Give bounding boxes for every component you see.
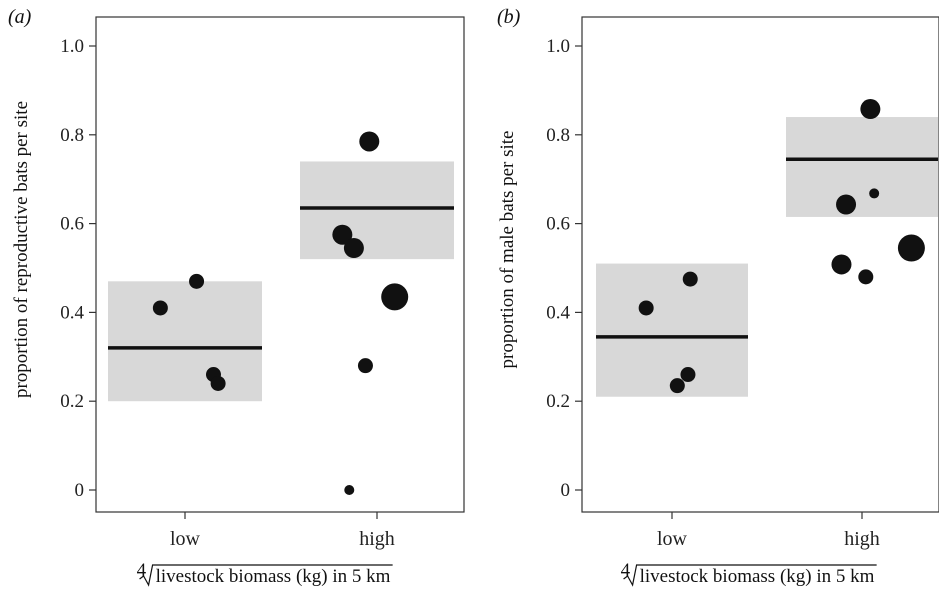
data-point <box>381 283 409 311</box>
radical-index: 4 <box>137 560 147 581</box>
data-point <box>680 367 696 383</box>
x-tick-label-high: high <box>359 528 395 550</box>
y-tick-label: 0.2 <box>60 391 84 412</box>
panel-b: (b) 0 0.2 0.4 0.6 0.8 1.0 low high proportion of … <box>497 6 939 587</box>
data-point <box>152 300 168 316</box>
ci-band-low <box>108 281 262 402</box>
x-tick-label-low: low <box>657 528 688 550</box>
panel-a: (a) 0 0.2 0.4 0.6 0.8 1.0 low high proportion of … <box>8 6 465 587</box>
data-point <box>638 300 654 316</box>
ci-band-high <box>300 161 454 260</box>
y-tick-label: 0 <box>75 480 85 501</box>
data-point <box>210 375 226 391</box>
data-point <box>344 485 355 495</box>
x-axis-label-text: livestock biomass (kg) in 5 km <box>640 566 875 587</box>
y-axis-label: proportion of reproductive bats per site <box>11 101 32 398</box>
radical-sign <box>623 564 877 587</box>
x-axis-label-text: livestock biomass (kg) in 5 km <box>156 566 391 587</box>
data-point <box>359 131 380 152</box>
radical-index: 4 <box>621 560 631 581</box>
y-tick-label: 0.2 <box>546 391 570 412</box>
data-point <box>869 188 880 199</box>
y-tick-label: 0.4 <box>546 302 570 323</box>
data-point <box>860 99 881 120</box>
data-point <box>332 224 353 245</box>
data-point <box>831 254 852 275</box>
y-tick-label: 0.6 <box>546 214 570 235</box>
x-axis-label: livestock biomass (kg) in 5 km 4 <box>621 560 877 587</box>
y-tick-label: 1.0 <box>60 36 84 57</box>
ci-band-low <box>596 263 748 397</box>
radical-sign <box>139 564 393 587</box>
data-point <box>836 194 857 215</box>
ci-band-high <box>786 117 938 217</box>
y-tick-label: 0.8 <box>60 125 84 146</box>
y-tick-label: 0.6 <box>60 214 84 235</box>
panel-label: (b) <box>497 6 521 28</box>
plot-frame <box>581 16 939 513</box>
data-point <box>343 238 364 259</box>
y-tick-label: 1.0 <box>546 36 570 57</box>
y-tick-label: 0.8 <box>546 125 570 146</box>
data-point <box>189 273 205 289</box>
y-axis-label: proportion of male bats per site <box>497 131 518 369</box>
panel-label: (a) <box>8 6 32 28</box>
data-point <box>682 271 698 287</box>
data-point <box>669 378 685 394</box>
data-point <box>357 358 373 374</box>
y-tick-label: 0 <box>561 480 571 501</box>
x-axis-label: livestock biomass (kg) in 5 km 4 <box>137 560 393 587</box>
plot-frame <box>95 16 465 513</box>
x-tick-label-low: low <box>170 528 201 550</box>
data-point <box>897 234 925 262</box>
y-tick-label: 0.4 <box>60 302 84 323</box>
x-tick-label-high: high <box>844 528 880 550</box>
data-point <box>858 269 874 285</box>
